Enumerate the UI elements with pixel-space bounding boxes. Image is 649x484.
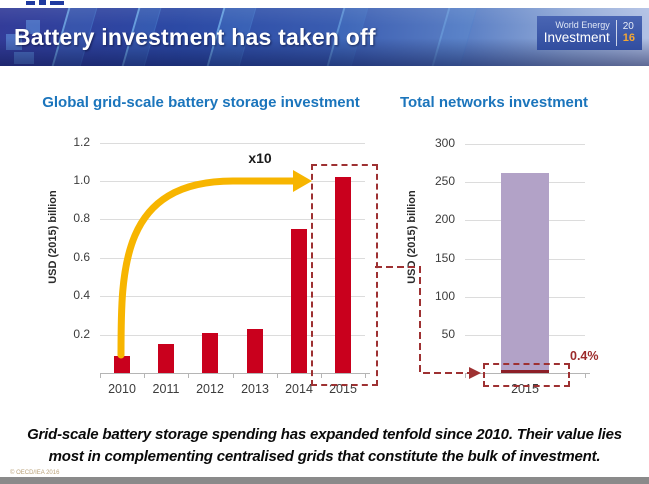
logo-brand-bottom: Investment xyxy=(543,29,610,45)
logo-brand: World Energy Investment xyxy=(543,20,610,45)
footnote: Grid-scale battery storage spending has … xyxy=(0,424,649,468)
gridline xyxy=(100,143,365,144)
cropped-text-fragment xyxy=(50,1,64,5)
x-axis-tick xyxy=(365,374,366,378)
x-tick-label: 2010 xyxy=(108,382,136,396)
x-tick-label: 2012 xyxy=(196,382,224,396)
logo-year-bottom: 16 xyxy=(622,32,635,45)
bar xyxy=(501,173,549,373)
y-tick-label: 1.0 xyxy=(73,173,90,187)
battery-share-annotation: 0.4% xyxy=(570,349,599,363)
bar xyxy=(335,177,351,373)
x-axis-tick xyxy=(585,374,586,378)
header-banner: Battery investment has taken off World E… xyxy=(0,8,649,66)
bottom-gray-bar xyxy=(0,477,649,484)
logo-divider xyxy=(615,20,617,46)
x-axis-line xyxy=(465,373,590,374)
x-axis-tick xyxy=(233,374,234,378)
y-tick-label: 0.4 xyxy=(73,288,90,302)
y-tick-label: 300 xyxy=(434,136,455,150)
y-tick-label: 50 xyxy=(441,327,455,341)
x-axis-tick xyxy=(465,374,466,378)
y-tick-label: 200 xyxy=(434,212,455,226)
footnote-line-1: Grid-scale battery storage spending has … xyxy=(27,426,622,443)
highlight-box-2015-bar xyxy=(311,164,378,386)
bar xyxy=(114,356,130,373)
x-axis-tick xyxy=(144,374,145,378)
y-tick-label: 0.8 xyxy=(73,211,90,225)
left-chart-title: Global grid-scale battery storage invest… xyxy=(42,94,360,111)
y-tick-label: 1.2 xyxy=(73,135,90,149)
x-axis-tick xyxy=(321,374,322,378)
copyright-notice: © OECD/IEA 2016 xyxy=(10,470,60,476)
footnote-line-2: most in complementing centralised grids … xyxy=(48,448,601,465)
x-tick-label: 2014 xyxy=(285,382,313,396)
logo-year: 20 16 xyxy=(623,21,635,44)
cropped-text-fragment xyxy=(39,0,46,5)
top-strip xyxy=(0,0,649,8)
world-energy-investment-logo: World Energy Investment 20 16 xyxy=(536,16,642,50)
y-tick-label: 0.6 xyxy=(73,250,90,264)
multiplier-annotation: x10 xyxy=(248,150,272,166)
highlight-box-battery-share xyxy=(483,363,570,387)
y-tick-label: 100 xyxy=(434,289,455,303)
gridline xyxy=(465,144,585,145)
logo-brand-top: World Energy xyxy=(555,20,610,31)
x-axis-tick xyxy=(188,374,189,378)
battery-storage-segment xyxy=(501,370,549,373)
cropped-text-fragment xyxy=(26,1,35,5)
x-axis-tick xyxy=(100,374,101,378)
logo-year-top: 20 xyxy=(622,21,634,33)
x-axis-line xyxy=(100,373,370,374)
x-tick-label: 2013 xyxy=(241,382,269,396)
x-tick-label: 2011 xyxy=(152,382,180,396)
slide-title: Battery investment has taken off xyxy=(14,24,376,50)
right-chart-title: Total networks investment xyxy=(399,94,589,111)
y-tick-label: 150 xyxy=(434,251,455,265)
y-tick-label: 250 xyxy=(434,174,455,188)
y-tick-label: 0.2 xyxy=(73,327,90,341)
x-axis-tick xyxy=(277,374,278,378)
